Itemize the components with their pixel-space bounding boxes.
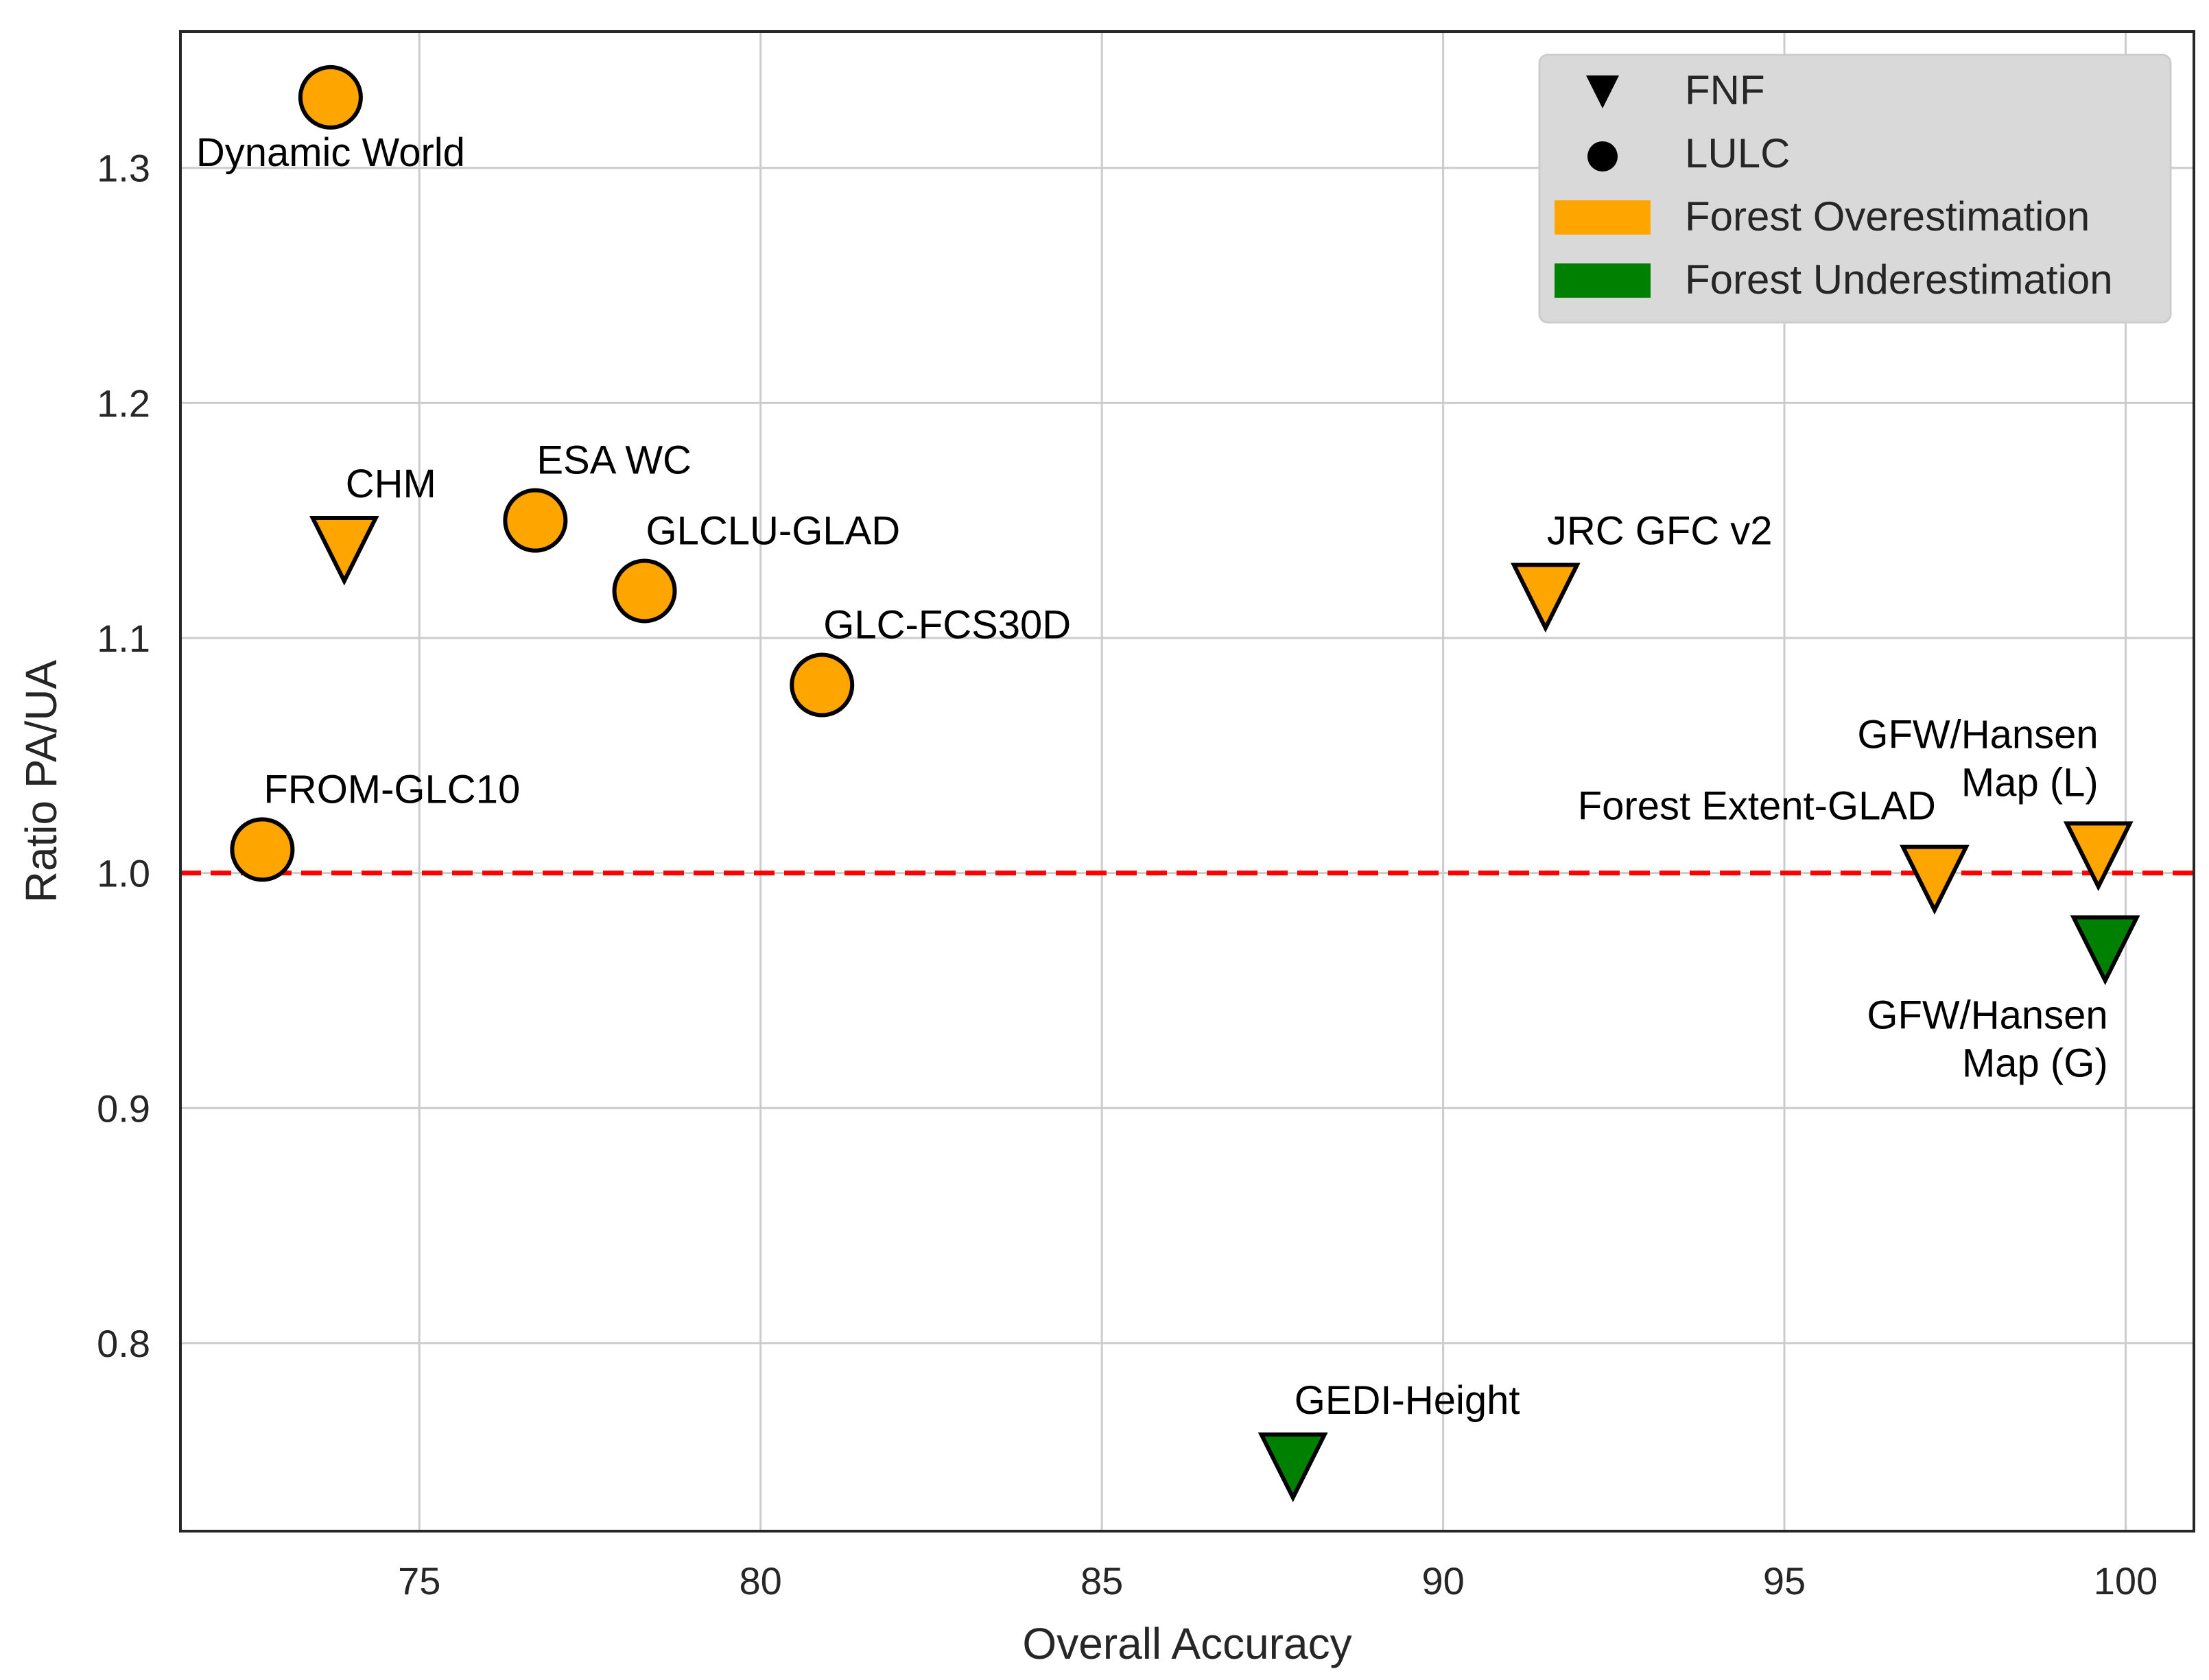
data-point-labels: Dynamic World CHM ESA WC GLCLU-GLAD GLC-FCS3… xyxy=(196,130,2108,1423)
label-esa-wc: ESA WC xyxy=(536,438,692,483)
label-jrc-gfc-v2: JRC GFC v2 xyxy=(1547,508,1773,553)
label-from-glc10: FROM-GLC10 xyxy=(263,767,520,812)
point-chm xyxy=(309,515,379,586)
label-forest-extent-glad: Forest Extent-GLAD xyxy=(1578,784,1936,829)
axes-frame xyxy=(179,30,2195,1533)
y-tick-label-0-8: 0.8 xyxy=(97,1322,150,1365)
y-axis-label: Ratio PA/UA xyxy=(16,659,66,903)
label-gfw-hansen-map-l: GFW/Hansen Map (L) xyxy=(1857,712,2098,805)
label-glc-fcs30d: GLC-FCS30D xyxy=(823,603,1071,648)
point-glclu-glad xyxy=(612,558,677,624)
label-gfw-hansen-map-g: GFW/Hansen Map (G) xyxy=(1867,993,2107,1085)
legend-label-fnf: FNF xyxy=(1685,67,1765,113)
legend-label-lulc: LULC xyxy=(1685,130,1790,176)
legend-box xyxy=(1538,54,2172,324)
point-jrc-gfc-v2 xyxy=(1510,563,1581,633)
x-tick-label-100: 100 xyxy=(2094,1559,2158,1602)
y-axis-ticks: 0.8 0.9 1.0 1.1 1.2 1.3 xyxy=(97,147,150,1365)
point-gfw-hansen-map-l xyxy=(2063,821,2134,892)
point-dynamic-world xyxy=(298,64,363,130)
y-tick-label-0-9: 0.9 xyxy=(97,1087,150,1130)
x-tick-label-85: 85 xyxy=(1080,1559,1123,1602)
legend: FNF LULC Forest Overestimation Forest Under… xyxy=(1538,54,2172,324)
y-tick-label-1: 1.0 xyxy=(97,852,150,895)
data-points xyxy=(230,64,2140,1502)
legend-marker-fnf xyxy=(1586,75,1619,108)
x-tick-label-95: 95 xyxy=(1763,1559,1806,1602)
legend-marker-lulc xyxy=(1587,141,1618,171)
y-tick-label-1-1: 1.1 xyxy=(97,617,150,660)
point-gfw-hansen-map-g xyxy=(2070,915,2140,986)
legend-label-forest-overestimation: Forest Overestimation xyxy=(1685,193,2090,239)
point-esa-wc xyxy=(503,488,568,553)
x-axis-label: Overall Accuracy xyxy=(1022,1619,1351,1668)
x-tick-label-80: 80 xyxy=(740,1559,782,1602)
label-chm: CHM xyxy=(346,462,436,506)
x-tick-label-75: 75 xyxy=(398,1559,440,1602)
point-glc-fcs30d xyxy=(790,652,855,718)
x-axis-ticks: 75 80 85 90 95 100 xyxy=(398,1559,2158,1602)
label-glclu-glad: GLCLU-GLAD xyxy=(646,508,901,553)
point-from-glc10 xyxy=(230,817,295,882)
point-forest-extent-glad xyxy=(1900,844,1970,915)
label-gedi-height: GEDI-Height xyxy=(1295,1378,1520,1423)
y-tick-label-1-3: 1.3 xyxy=(97,147,150,190)
y-tick-label-1-2: 1.2 xyxy=(97,381,150,425)
label-dynamic-world: Dynamic World xyxy=(196,130,465,175)
legend-label-forest-underestimation: Forest Underestimation xyxy=(1685,257,2113,303)
point-gedi-height xyxy=(1257,1432,1328,1502)
legend-swatch-forest-overestimation xyxy=(1555,200,1651,235)
legend-swatch-forest-underestimation xyxy=(1555,263,1651,298)
x-tick-label-90: 90 xyxy=(1421,1559,1464,1602)
